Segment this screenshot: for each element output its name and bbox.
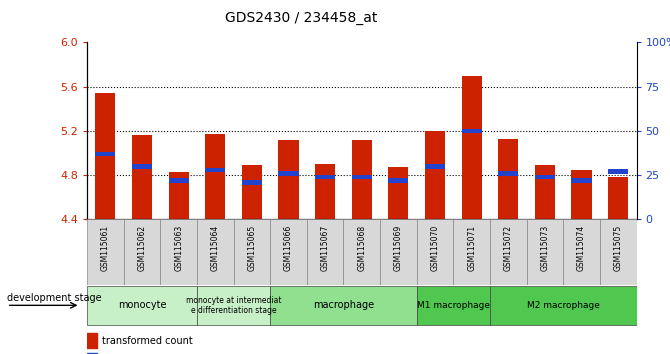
Text: GSM115071: GSM115071 xyxy=(467,225,476,271)
Bar xyxy=(389,167,409,219)
Text: GSM115061: GSM115061 xyxy=(101,225,110,271)
Bar xyxy=(462,129,482,133)
Text: GSM115075: GSM115075 xyxy=(614,225,622,271)
Text: GSM115064: GSM115064 xyxy=(211,225,220,271)
Text: GSM115074: GSM115074 xyxy=(577,225,586,271)
Bar xyxy=(572,170,592,219)
Text: GSM115066: GSM115066 xyxy=(284,225,293,271)
Bar xyxy=(389,178,409,183)
Bar xyxy=(425,164,445,169)
Bar xyxy=(132,164,152,169)
Bar xyxy=(315,175,335,179)
Bar xyxy=(425,131,445,219)
Text: transformed count: transformed count xyxy=(103,336,193,346)
Bar xyxy=(462,76,482,219)
Bar xyxy=(417,219,454,285)
Bar xyxy=(279,140,299,219)
Bar xyxy=(572,178,592,183)
Bar xyxy=(87,286,197,325)
Text: GDS2430 / 234458_at: GDS2430 / 234458_at xyxy=(225,11,378,25)
Text: GSM115069: GSM115069 xyxy=(394,225,403,271)
Bar xyxy=(205,134,225,219)
Bar xyxy=(95,152,115,156)
Bar xyxy=(197,219,234,285)
Text: GSM115072: GSM115072 xyxy=(504,225,513,271)
Text: GSM115065: GSM115065 xyxy=(247,225,257,271)
Text: GSM115067: GSM115067 xyxy=(321,225,330,271)
Bar xyxy=(380,219,417,285)
Bar xyxy=(87,219,124,285)
Text: GSM115073: GSM115073 xyxy=(541,225,549,271)
Bar xyxy=(344,219,380,285)
Bar xyxy=(417,286,490,325)
Bar xyxy=(234,219,270,285)
Bar xyxy=(490,286,636,325)
Bar xyxy=(315,164,335,219)
Bar xyxy=(498,139,519,219)
Text: monocyte at intermediat
e differentiation stage: monocyte at intermediat e differentiatio… xyxy=(186,296,281,315)
Bar xyxy=(242,165,262,219)
Bar xyxy=(87,353,97,354)
Bar xyxy=(454,219,490,285)
Text: GSM115068: GSM115068 xyxy=(357,225,366,271)
Bar xyxy=(205,168,225,172)
Text: M1 macrophage: M1 macrophage xyxy=(417,301,490,310)
Bar xyxy=(279,171,299,176)
Bar xyxy=(270,286,417,325)
Text: GSM115062: GSM115062 xyxy=(137,225,147,271)
Text: M2 macrophage: M2 macrophage xyxy=(527,301,600,310)
Text: development stage: development stage xyxy=(7,293,101,303)
Bar xyxy=(95,93,115,219)
Bar xyxy=(307,219,344,285)
Bar xyxy=(242,180,262,184)
Bar xyxy=(352,175,372,179)
Bar xyxy=(600,219,636,285)
Bar xyxy=(490,219,527,285)
Bar xyxy=(160,219,197,285)
Bar xyxy=(352,140,372,219)
Text: GSM115063: GSM115063 xyxy=(174,225,183,271)
Text: monocyte: monocyte xyxy=(118,300,166,310)
Bar xyxy=(124,219,160,285)
Bar xyxy=(169,178,189,183)
Bar xyxy=(498,171,519,176)
Text: GSM115070: GSM115070 xyxy=(431,225,440,271)
Bar xyxy=(132,135,152,219)
Bar xyxy=(608,177,628,219)
Text: macrophage: macrophage xyxy=(313,300,374,310)
Bar xyxy=(608,170,628,174)
Bar xyxy=(169,172,189,219)
Bar xyxy=(270,219,307,285)
Bar xyxy=(197,286,270,325)
Bar xyxy=(527,219,563,285)
Bar xyxy=(563,219,600,285)
Bar xyxy=(535,175,555,179)
Bar xyxy=(535,165,555,219)
Bar xyxy=(87,333,97,348)
